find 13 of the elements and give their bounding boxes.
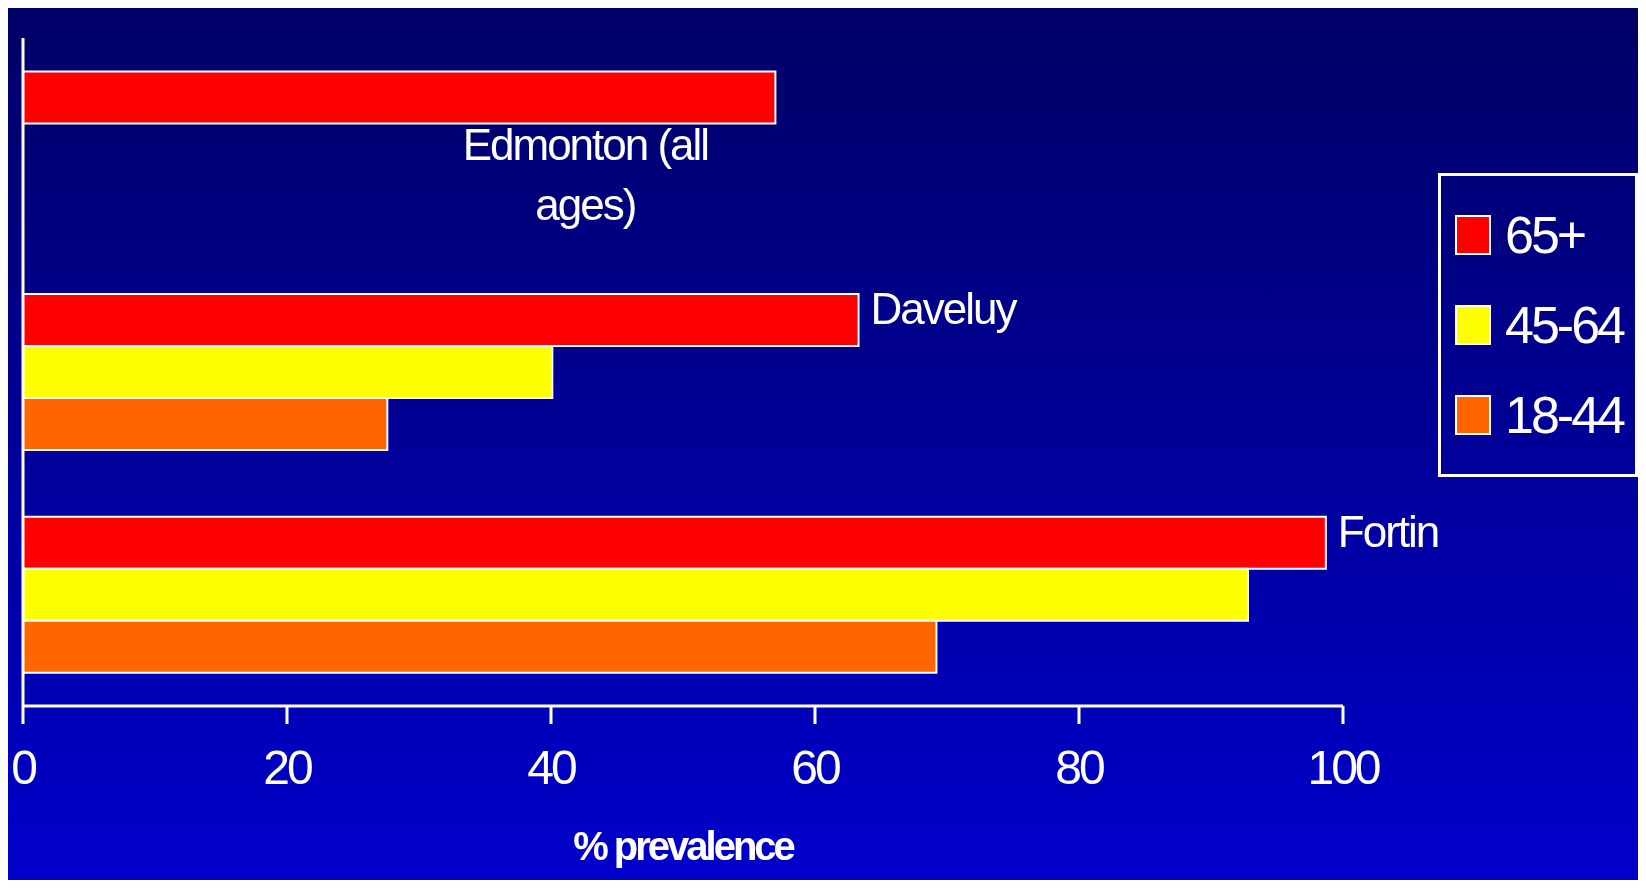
x-tick-label: 40 xyxy=(527,741,576,795)
x-tick-label: 80 xyxy=(1055,741,1104,795)
x-tick-label: 20 xyxy=(263,741,312,795)
y-tick-label: Daveluy xyxy=(870,283,1018,333)
legend-label: 18-44 xyxy=(1505,385,1623,445)
legend-label: 65+ xyxy=(1505,205,1585,265)
x-tick-label: 60 xyxy=(791,741,840,795)
x-axis-title: % prevalence xyxy=(573,824,795,868)
legend-label: 45-64 xyxy=(1505,295,1623,355)
y-tick-label: Edmonton (all ages) xyxy=(462,119,709,229)
x-tick-label: 100 xyxy=(1307,741,1380,795)
x-tick-label: 0 xyxy=(11,741,37,795)
y-tick-label: Fortin xyxy=(1337,506,1439,556)
